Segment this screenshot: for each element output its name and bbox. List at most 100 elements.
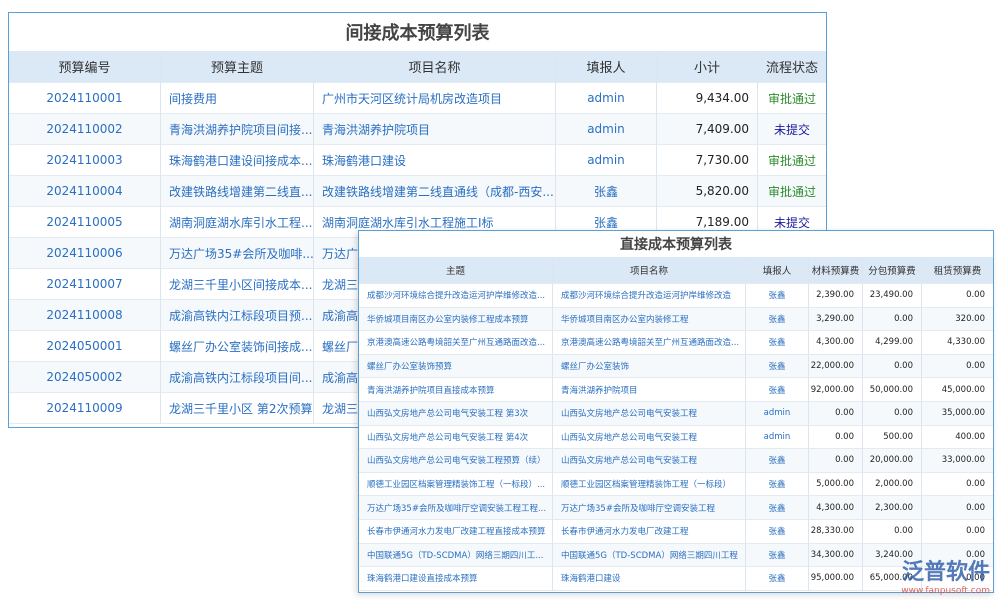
- table-cell[interactable]: 成都沙河环境综合提升改造运河护岸维修改造: [553, 284, 746, 308]
- table-cell[interactable]: 2024110002: [9, 114, 161, 145]
- table-cell[interactable]: admin: [746, 425, 809, 450]
- table-cell: 0.00: [922, 354, 993, 379]
- table-cell[interactable]: 长春市伊通河水力发电厂改建工程: [553, 520, 746, 544]
- table-cell[interactable]: 改建铁路线增建第二线直...: [161, 176, 314, 207]
- table-cell[interactable]: 顺德工业园区档案管理精装饰工程（一标段）: [553, 472, 746, 497]
- table-cell[interactable]: 珠海鹤港口建设: [553, 567, 746, 591]
- table-cell[interactable]: 2024050001: [9, 331, 161, 362]
- table-cell[interactable]: 张鑫: [746, 567, 809, 591]
- table-cell[interactable]: 万达广场35#会所及咖啡厅空调安装工程: [553, 496, 746, 520]
- table-cell[interactable]: 改建铁路线增建第二线直通线（成都-西安...: [314, 176, 556, 207]
- table-cell: 3,290.00: [809, 307, 863, 332]
- table-cell[interactable]: 螺丝厂办公室装饰: [553, 354, 746, 379]
- table-cell[interactable]: 张鑫: [746, 496, 809, 520]
- table-cell[interactable]: 龙湖三千里小区 第2次预算: [161, 393, 314, 424]
- table-cell[interactable]: 张鑫: [746, 520, 809, 544]
- url: www.fanpusoft.com: [901, 586, 990, 596]
- column-header[interactable]: 填报人: [556, 51, 657, 83]
- table-cell[interactable]: 2024110008: [9, 300, 161, 331]
- table-cell: 28,330.00: [809, 520, 863, 544]
- table-cell[interactable]: 2024110009: [9, 393, 161, 424]
- table-cell[interactable]: 张鑫: [746, 449, 809, 473]
- table-cell: 4,300.00: [809, 331, 863, 355]
- table-cell: 320.00: [922, 307, 993, 332]
- table-cell: 92,000.00: [809, 378, 863, 402]
- column-header[interactable]: 填报人: [746, 257, 809, 284]
- table-cell: 3,240.00: [863, 543, 922, 568]
- table-cell[interactable]: 湖南洞庭湖水库引水工程...: [161, 207, 314, 238]
- table-cell[interactable]: admin: [556, 83, 657, 114]
- table-cell: 0.00: [863, 307, 922, 332]
- table-cell: 9,434.00: [657, 83, 758, 114]
- table-cell[interactable]: 京港澳高速公路粤境韶关至广州互通路面改造...: [553, 331, 746, 355]
- column-header[interactable]: 分包预算费: [863, 257, 922, 284]
- table-cell[interactable]: 青海洪湖养护院项目直接成本预算: [359, 378, 553, 402]
- table-cell: 审批通过: [758, 83, 826, 114]
- table-cell[interactable]: 张鑫: [746, 543, 809, 568]
- table-cell[interactable]: 张鑫: [556, 176, 657, 207]
- column-header[interactable]: 小计: [657, 51, 758, 83]
- table-cell[interactable]: 山西弘文房地产总公司电气安装工程: [553, 402, 746, 426]
- table-cell: 5,820.00: [657, 176, 758, 207]
- table-cell[interactable]: 青海洪湖养护院项目: [314, 114, 556, 145]
- table-cell[interactable]: 2024110003: [9, 145, 161, 176]
- table-cell: 4,330.00: [922, 331, 993, 355]
- table-cell[interactable]: 张鑫: [746, 378, 809, 402]
- table-cell[interactable]: 万达广场35#会所及咖啡...: [161, 238, 314, 269]
- table-cell[interactable]: 成渝高铁内江标段项目间...: [161, 362, 314, 393]
- table-cell[interactable]: 2024110004: [9, 176, 161, 207]
- table-cell[interactable]: 成都沙河环境综合提升改造运河护岸维修改造...: [359, 284, 553, 308]
- table-cell[interactable]: 2024110006: [9, 238, 161, 269]
- table-cell[interactable]: 2024110007: [9, 269, 161, 300]
- table-cell: 400.00: [922, 425, 993, 450]
- column-header[interactable]: 项目名称: [314, 51, 556, 83]
- column-header[interactable]: 主题: [359, 257, 553, 284]
- table-cell[interactable]: 张鑫: [746, 472, 809, 497]
- column-header[interactable]: 材料预算费: [809, 257, 863, 284]
- table-cell[interactable]: 万达广场35#会所及咖啡厅空调安装工程工程...: [359, 496, 553, 520]
- table-cell[interactable]: 珠海鹤港口建设: [314, 145, 556, 176]
- table-cell[interactable]: 珠海鹤港口建设直接成本预算: [359, 567, 553, 591]
- table-cell[interactable]: 珠海鹤港口建设间接成本...: [161, 145, 314, 176]
- table-cell: 0.00: [809, 425, 863, 450]
- table-cell[interactable]: 顺德工业园区档案管理精装饰工程（一标段）...: [359, 472, 553, 497]
- column-header[interactable]: 预算主题: [161, 51, 314, 83]
- table-cell[interactable]: 2024050002: [9, 362, 161, 393]
- table-cell[interactable]: 龙湖三千里小区间接成本...: [161, 269, 314, 300]
- table-cell: 20,000.00: [863, 449, 922, 473]
- table-cell[interactable]: 中国联通5G（TD-SCDMA）网络三期四川工程: [553, 543, 746, 568]
- table-cell[interactable]: 长春市伊通河水力发电厂改建工程直接成本预算: [359, 520, 553, 544]
- table-cell[interactable]: 青海洪湖养护院项目: [553, 378, 746, 402]
- table-cell[interactable]: 张鑫: [746, 354, 809, 379]
- table-cell[interactable]: admin: [556, 114, 657, 145]
- column-header[interactable]: 项目名称: [553, 257, 746, 284]
- table-cell[interactable]: 螺丝厂办公室装饰间接成...: [161, 331, 314, 362]
- table-cell[interactable]: 2024110001: [9, 83, 161, 114]
- table-cell[interactable]: 华侨城项目南区办公室内装修工程: [553, 307, 746, 332]
- table-cell[interactable]: 2024110005: [9, 207, 161, 238]
- table-cell[interactable]: 山西弘文房地产总公司电气安装工程预算（续）: [359, 449, 553, 473]
- table-cell[interactable]: 山西弘文房地产总公司电气安装工程: [553, 425, 746, 450]
- table-cell[interactable]: 山西弘文房地产总公司电气安装工程 第3次: [359, 402, 553, 426]
- table-cell[interactable]: 广州市天河区统计局机房改造项目: [314, 83, 556, 114]
- table-cell[interactable]: 京港澳高速公路粤境韶关至广州互通路面改造...: [359, 331, 553, 355]
- table-cell[interactable]: 成渝高铁内江标段项目预...: [161, 300, 314, 331]
- column-header[interactable]: 租赁预算费: [922, 257, 993, 284]
- table-cell[interactable]: 中国联通5G（TD-SCDMA）网络三期四川工...: [359, 543, 553, 568]
- table-cell[interactable]: 山西弘文房地产总公司电气安装工程 第4次: [359, 425, 553, 450]
- table-cell[interactable]: 张鑫: [746, 307, 809, 332]
- table-cell[interactable]: 张鑫: [746, 284, 809, 308]
- table-cell[interactable]: admin: [556, 145, 657, 176]
- table-cell[interactable]: 华侨城项目南区办公室内装修工程成本预算: [359, 307, 553, 332]
- column-header[interactable]: 流程状态: [758, 51, 826, 83]
- table-cell: 7,730.00: [657, 145, 758, 176]
- column-header[interactable]: 预算编号: [9, 51, 161, 83]
- table-cell[interactable]: admin: [746, 402, 809, 426]
- table-cell[interactable]: 山西弘文房地产总公司电气安装工程: [553, 449, 746, 473]
- table-cell[interactable]: 张鑫: [746, 331, 809, 355]
- table-cell[interactable]: 螺丝厂办公室装饰预算: [359, 354, 553, 379]
- direct-table: 直接成本预算列表 主题 项目名称 填报人 材料预算费 分包预算费 租赁预算费 成都沙河环境综…: [358, 230, 994, 593]
- table-cell[interactable]: 青海洪湖养护院项目间接...: [161, 114, 314, 145]
- table-cell[interactable]: 间接费用: [161, 83, 314, 114]
